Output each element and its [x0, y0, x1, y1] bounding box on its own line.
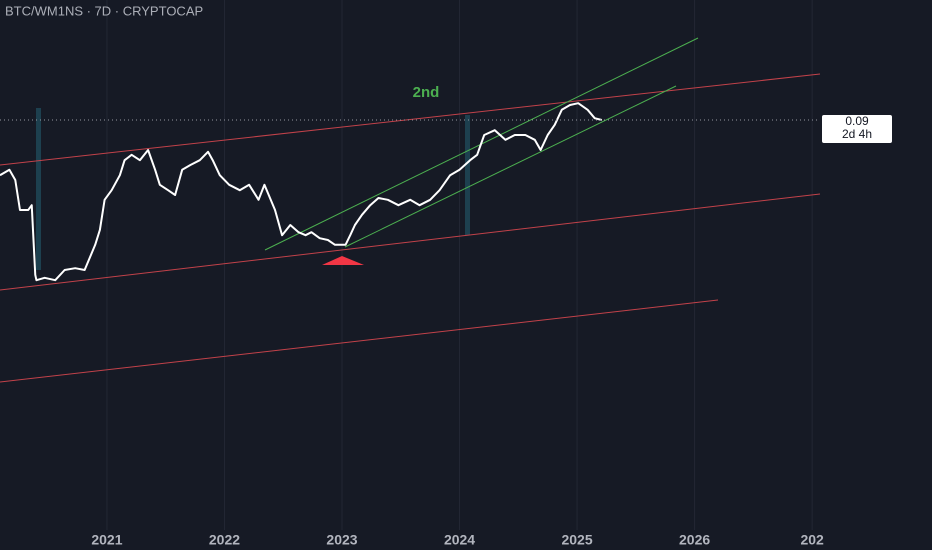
chart-title: BTC/WM1NS · 7D · CRYPTOCAP [5, 3, 203, 18]
trendline [0, 73, 821, 166]
price-label: 0.09 [845, 114, 869, 128]
red-trendlines [0, 73, 821, 383]
marker-triangle [322, 256, 364, 265]
x-tick-label: 2021 [91, 532, 122, 548]
x-tick-label: 2024 [444, 532, 475, 548]
price-label-box [822, 115, 892, 143]
x-tick-label: 202 [800, 532, 824, 548]
trendline [0, 193, 821, 291]
annotation: 2nd [413, 84, 440, 101]
channel-line [344, 85, 677, 248]
trendline [0, 299, 719, 383]
x-tick-label: 2023 [326, 532, 357, 548]
x-tick-label: 2026 [679, 532, 710, 548]
x-tick-label: 2025 [561, 532, 592, 548]
x-tick-label: 2022 [209, 532, 240, 548]
highlight-bar [36, 108, 41, 270]
price-line [0, 102, 602, 282]
countdown-label: 2d 4h [842, 127, 872, 141]
highlight-bar [465, 115, 470, 235]
